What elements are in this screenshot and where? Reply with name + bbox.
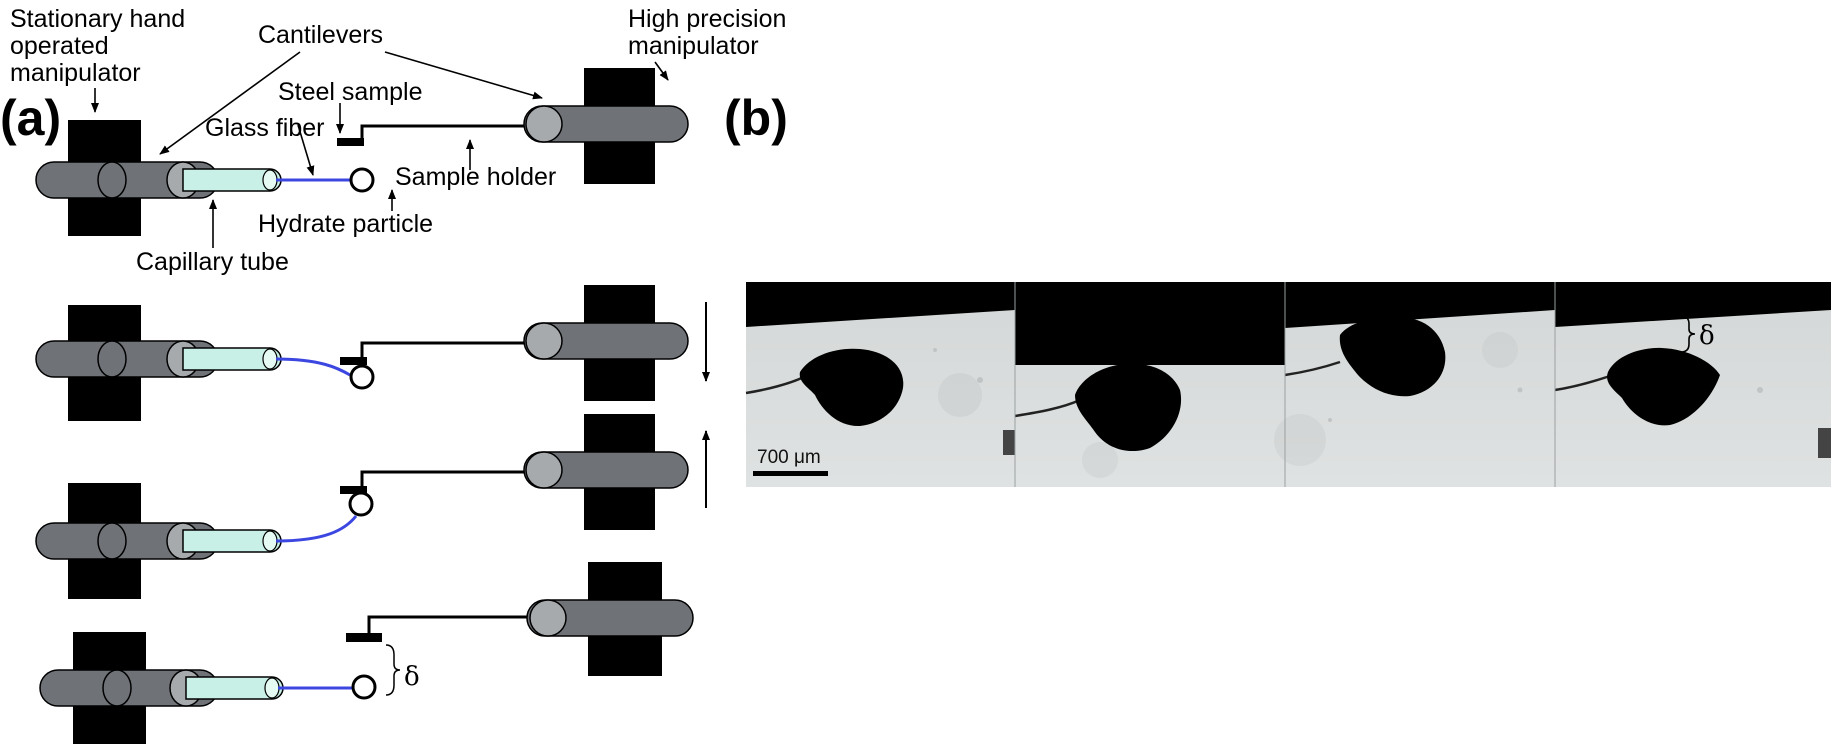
- steel-sample-label: Steel sample: [278, 78, 423, 106]
- hydrate-particle-silhouette-1: [799, 348, 904, 427]
- micrograph-frame-3: [1284, 282, 1555, 397]
- hydrate-particle: [349, 167, 375, 193]
- setup-stage-2: [35, 285, 710, 421]
- hydrate-particle-silhouette-2: [1075, 363, 1182, 452]
- delta-brace-micrograph: [1680, 315, 1696, 353]
- panel-b-label: (b): [724, 90, 788, 146]
- precision-cantilever: [523, 105, 689, 143]
- setup-stage-3: [35, 414, 710, 599]
- micrograph-frame-2: [1014, 282, 1285, 452]
- precision-cantilever-end-cap: [525, 105, 563, 143]
- stationary-manipulator-label-1: Stationary hand: [10, 5, 185, 33]
- pointer-lines: [91, 51, 669, 248]
- delta-label-a: δ: [404, 662, 420, 692]
- sample-holder: [360, 124, 545, 140]
- hydrate-particle-silhouette-3: [1339, 316, 1446, 397]
- capillary-tube-tip: [262, 169, 278, 191]
- micrograph-frame-4: [1554, 282, 1831, 458]
- delta-brace: [385, 644, 401, 696]
- micrograph-frame-1: [745, 282, 1015, 455]
- glass-fiber-label: Glass fiber: [205, 114, 324, 142]
- stationary-manipulator-label-3: manipulator: [10, 59, 141, 87]
- steel-sample: [337, 138, 364, 146]
- panel-a-label: (a): [0, 90, 61, 146]
- high-precision-manipulator-label-1: High precision: [628, 5, 786, 33]
- hydrate-particle-label: Hydrate particle: [258, 210, 433, 238]
- setup-stage-4: [39, 562, 694, 744]
- scale-bar-label: 700 μm: [757, 447, 821, 468]
- micrograph-strip: [745, 282, 1831, 487]
- delta-label-b: δ: [1699, 321, 1715, 351]
- sample-holder-label: Sample holder: [395, 163, 556, 191]
- cantilevers-label: Cantilevers: [258, 21, 383, 49]
- hydrate-particle-silhouette-4: [1607, 347, 1720, 426]
- capillary-tube-label: Capillary tube: [136, 248, 289, 276]
- high-precision-manipulator-label-2: manipulator: [628, 32, 759, 60]
- setup-stage-1: [35, 68, 689, 236]
- cantilever-inner-ring: [97, 161, 127, 199]
- scale-bar: [753, 471, 828, 476]
- stationary-manipulator-label-2: operated: [10, 32, 109, 60]
